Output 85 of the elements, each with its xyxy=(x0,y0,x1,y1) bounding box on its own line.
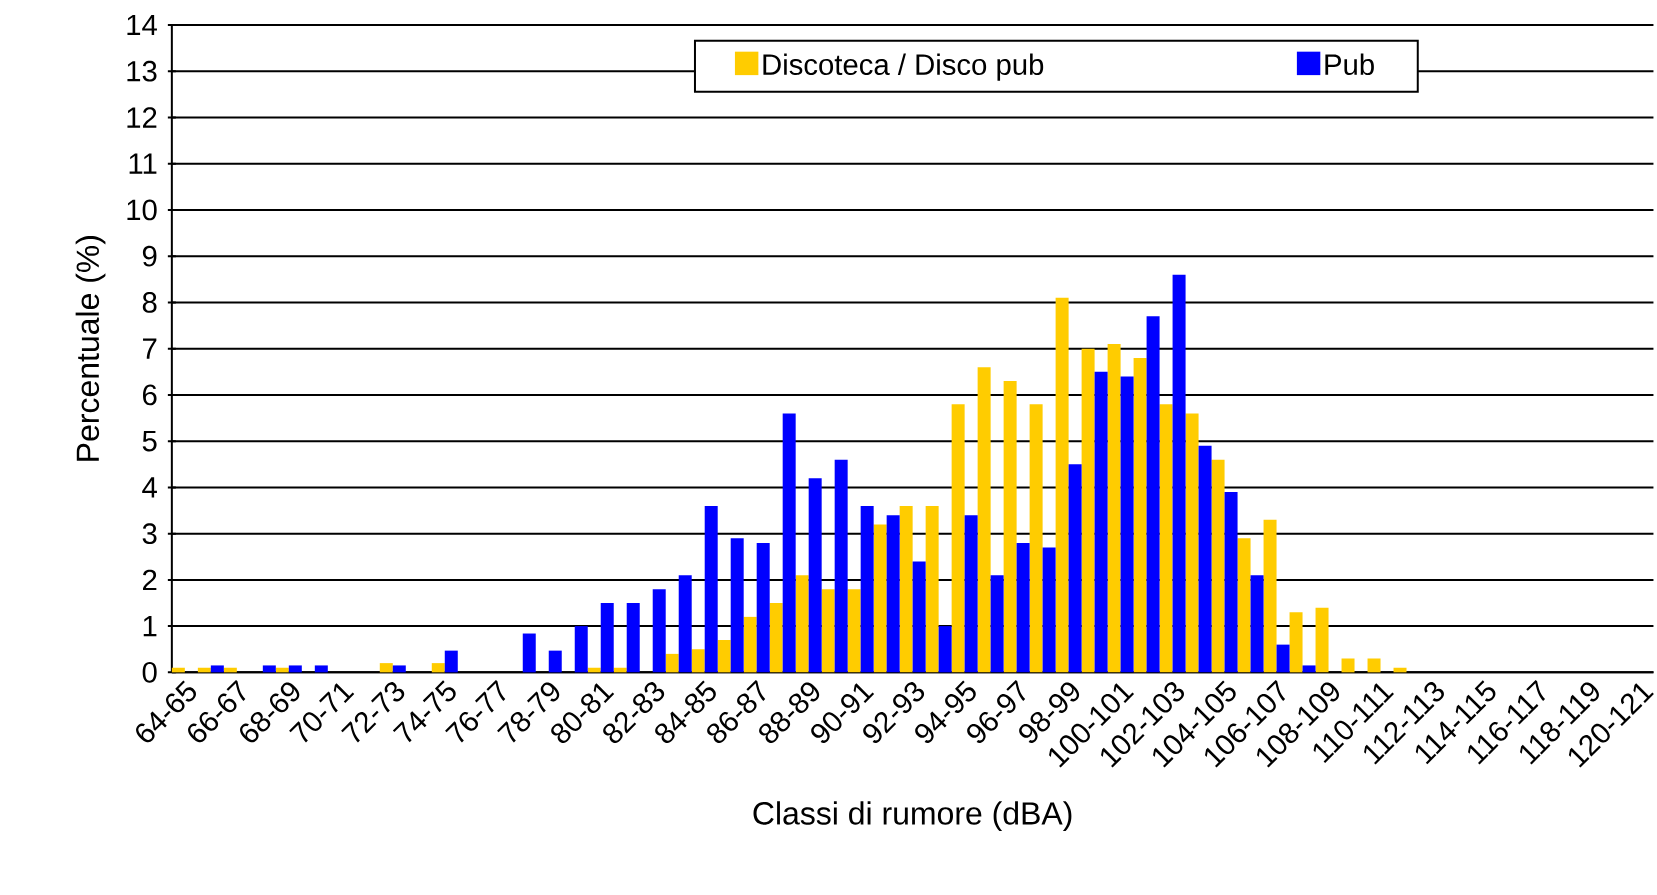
bar xyxy=(626,602,640,673)
bar xyxy=(1146,316,1160,673)
bar xyxy=(1016,542,1030,673)
bar xyxy=(1211,459,1225,673)
bar xyxy=(1367,658,1381,673)
bar xyxy=(691,649,705,673)
bar xyxy=(1198,445,1212,673)
bar xyxy=(1120,376,1134,673)
bar xyxy=(665,653,679,673)
bar xyxy=(288,665,302,673)
bar xyxy=(1029,404,1043,673)
y-tick-label: 10 xyxy=(127,199,157,221)
bar xyxy=(431,663,445,673)
y-tick-label: 14 xyxy=(127,14,157,35)
bar xyxy=(756,542,770,673)
bar xyxy=(860,505,874,673)
bar xyxy=(769,602,783,673)
y-tick-label: 7 xyxy=(143,338,157,359)
y-tick-label: 1 xyxy=(143,615,157,637)
bar xyxy=(912,561,926,673)
bar xyxy=(873,524,887,673)
bar xyxy=(1094,371,1108,673)
bar xyxy=(1315,607,1329,673)
legend-label: Discoteca / Disco pub xyxy=(763,53,1044,81)
bar xyxy=(886,515,900,673)
bar xyxy=(1302,665,1316,673)
bar xyxy=(1133,357,1147,673)
bar xyxy=(1172,274,1186,673)
bar xyxy=(1276,644,1290,673)
y-tick-label: 8 xyxy=(142,291,157,313)
bar xyxy=(743,616,757,673)
bar xyxy=(1185,413,1199,673)
bar xyxy=(977,367,991,673)
bar xyxy=(925,505,939,673)
bar xyxy=(444,650,458,673)
y-tick-label: 2 xyxy=(143,569,157,591)
bar xyxy=(1159,404,1173,673)
y-tick-label: 12 xyxy=(127,107,157,128)
bar xyxy=(1250,575,1264,673)
y-tick-label: 3 xyxy=(142,523,157,544)
bar xyxy=(821,589,835,673)
bar xyxy=(548,650,562,673)
bar xyxy=(1263,519,1277,673)
bar xyxy=(782,413,796,673)
bar xyxy=(899,505,913,673)
bar xyxy=(1237,538,1251,673)
y-tick-label: 9 xyxy=(142,245,157,267)
bar xyxy=(730,538,744,673)
bar xyxy=(951,404,965,673)
bar xyxy=(847,589,861,673)
bar xyxy=(1055,297,1069,673)
legend-label: Pub xyxy=(1325,53,1374,75)
bar xyxy=(990,575,1004,673)
bar xyxy=(1107,343,1121,673)
bar xyxy=(795,575,809,673)
bar xyxy=(314,665,328,673)
bar xyxy=(1289,612,1303,673)
bar xyxy=(600,602,614,673)
bar xyxy=(717,639,731,673)
bar xyxy=(574,626,588,673)
y-tick-label: 6 xyxy=(143,384,157,406)
bar xyxy=(834,459,848,673)
bar xyxy=(652,589,666,673)
bar xyxy=(1068,464,1082,673)
bar xyxy=(1003,380,1017,673)
bar xyxy=(678,575,692,673)
bar xyxy=(964,515,978,673)
bar xyxy=(704,505,718,673)
bar xyxy=(938,626,952,673)
y-axis-title: Percentuale (%) xyxy=(75,236,106,461)
bar xyxy=(262,665,276,673)
x-axis-title: Classi di rumore (dBA) xyxy=(753,801,1072,831)
y-tick-label: 5 xyxy=(142,430,157,452)
bar xyxy=(1081,348,1095,673)
bar xyxy=(1224,491,1238,673)
y-tick-label: 13 xyxy=(127,60,157,82)
bar xyxy=(522,633,536,673)
bar xyxy=(808,478,822,673)
bar xyxy=(392,665,406,673)
bar xyxy=(1042,547,1056,673)
bar xyxy=(1341,658,1355,673)
y-tick-label: 4 xyxy=(142,477,157,498)
bar xyxy=(379,663,393,673)
bar xyxy=(210,665,224,673)
y-tick-label: 11 xyxy=(129,153,157,174)
